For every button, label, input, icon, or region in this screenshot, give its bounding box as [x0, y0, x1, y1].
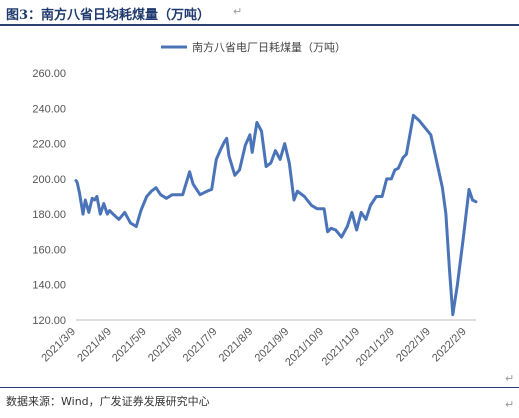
x-tick-label: 2022/1/9: [394, 326, 433, 365]
x-axis: 2021/3/92021/4/92021/5/92021/6/92021/7/9…: [39, 319, 476, 369]
top-rule: [0, 24, 519, 26]
x-tick-label: 2021/12/9: [354, 326, 397, 369]
x-tick-label: 2021/7/9: [181, 326, 220, 365]
y-axis: 120.00 140.00 160.00 180.00 200.00 220.00 240.…: [32, 68, 66, 327]
x-tick-label: 2021/3/9: [39, 326, 78, 365]
y-tick-label: 120.00: [32, 315, 66, 327]
y-tick-label: 220.00: [32, 139, 66, 151]
bottom-rule: [0, 387, 519, 388]
return-mark-icon: ↵: [233, 5, 243, 18]
figure-title: 图3：南方八省日均耗煤量（万吨）: [6, 8, 211, 23]
legend-label: 南方八省电厂日耗煤量（万吨）: [192, 40, 346, 54]
return-mark-icon: ↵: [505, 372, 515, 385]
y-tick-label: 260.00: [32, 68, 66, 80]
x-tick-label: 2021/5/9: [110, 326, 149, 365]
return-mark-icon: ↵: [505, 398, 515, 411]
x-tick-label: 2021/6/9: [146, 326, 185, 365]
y-tick-label: 140.00: [32, 280, 66, 292]
y-tick-label: 180.00: [32, 209, 66, 221]
y-tick-label: 240.00: [32, 103, 66, 115]
y-tick-label: 160.00: [32, 244, 66, 256]
y-tick-label: 200.00: [32, 174, 66, 186]
x-tick-label: 2021/8/9: [217, 326, 256, 365]
x-tick-label: 2021/10/9: [283, 326, 326, 369]
plot-area: [74, 113, 478, 317]
source-note: 数据来源：Wind，广发证券发展研究中心: [6, 395, 210, 408]
x-tick-label: 2022/2/9: [430, 326, 469, 365]
series-line: [74, 113, 478, 317]
legend: 南方八省电厂日耗煤量（万吨）: [161, 40, 346, 54]
x-tick-label: 2021/4/9: [75, 326, 114, 365]
